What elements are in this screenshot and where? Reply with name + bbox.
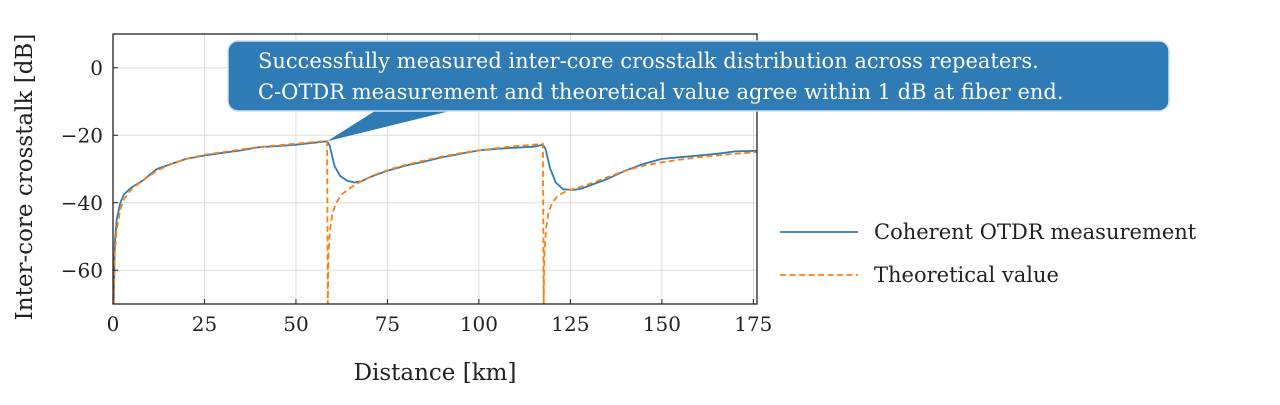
y-tick-label: −40: [61, 191, 103, 215]
legend-label-measurement: Coherent OTDR measurement: [874, 220, 1197, 244]
y-tick-label: 0: [90, 56, 103, 80]
x-tick-label: 100: [460, 312, 498, 336]
x-tick-label: 0: [107, 312, 120, 336]
series-measurement-line: [114, 141, 757, 304]
callout-text-line-1: Successfully measured inter-core crossta…: [258, 49, 1039, 73]
annotation-callout: Successfully measured inter-core crossta…: [228, 41, 1169, 141]
x-tick-label: 50: [283, 312, 308, 336]
y-tick-label: −20: [61, 123, 103, 147]
x-tick-label: 125: [551, 312, 589, 336]
series-layer: [114, 141, 757, 304]
series-theoretical-line: [114, 141, 757, 304]
x-tick-label: 175: [734, 312, 772, 336]
y-axis-label: Inter-core crosstalk [dB]: [12, 34, 38, 321]
x-axis-label: Distance [km]: [354, 360, 517, 386]
callout-pointer: [327, 109, 458, 141]
callout-text-line-2: C-OTDR measurement and theoretical value…: [258, 80, 1064, 104]
legend-label-theoretical: Theoretical value: [874, 263, 1059, 287]
x-tick-label: 75: [375, 312, 400, 336]
x-tick-label: 150: [643, 312, 681, 336]
x-tick-label: 25: [192, 312, 217, 336]
legend: Coherent OTDR measurement Theoretical va…: [780, 220, 1197, 287]
y-tick-label: −60: [61, 258, 103, 282]
